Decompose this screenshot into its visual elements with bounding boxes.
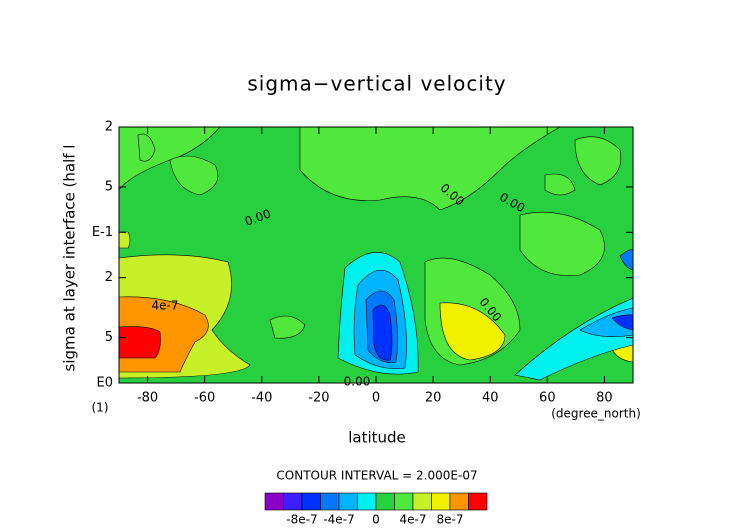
- contour-band: [619, 249, 633, 271]
- colorbar-box: [375, 492, 395, 511]
- contour-band: [137, 133, 156, 162]
- colorbar-box: [320, 492, 340, 511]
- colorbar-label: 4e-7: [400, 513, 427, 527]
- colorbar-box: [412, 492, 432, 511]
- colorbar-box: [394, 492, 414, 511]
- x-tick-label: 80: [596, 391, 613, 406]
- y-tick-label: 5: [105, 330, 113, 345]
- x-tick-label: -80: [137, 391, 158, 406]
- colorbar-box: [283, 492, 303, 511]
- y-tick-label: 5: [105, 179, 113, 194]
- contour-band: [439, 302, 506, 361]
- colorbar-label: -4e-7: [323, 513, 354, 527]
- x-tick-label: 40: [482, 391, 499, 406]
- y-unit: (1): [92, 401, 109, 415]
- x-tick-label: 0: [372, 391, 380, 406]
- colorbar-box: [449, 492, 469, 511]
- colorbar-box: [357, 492, 377, 511]
- colorbar-label: 8e-7: [437, 513, 464, 527]
- contour-band: [519, 211, 605, 276]
- x-axis-label: latitude: [348, 429, 406, 447]
- contour-band: [611, 314, 633, 331]
- contour-band: [299, 127, 561, 211]
- y-tick-label: E0: [97, 376, 114, 391]
- colorbar-box: [431, 492, 451, 511]
- y-axis-label: sigma at layer interface (half l: [61, 145, 79, 372]
- x-tick-label: -60: [194, 391, 215, 406]
- colorbar-label: -8e-7: [286, 513, 317, 527]
- x-tick-label: -40: [251, 391, 272, 406]
- contour-band: [119, 326, 161, 359]
- colorbar-box: [338, 492, 358, 511]
- contour-band: [169, 155, 219, 196]
- x-tick-label: -20: [308, 391, 329, 406]
- contour-band: [372, 304, 393, 361]
- colorbar-box: [264, 492, 284, 511]
- contour-label: 4e-7: [152, 299, 179, 313]
- chart-title: sigma−vertical velocity: [247, 72, 506, 96]
- x-unit: (degree_north): [551, 407, 641, 421]
- y-tick-label: E-1: [92, 225, 113, 240]
- colorbar-box: [301, 492, 321, 511]
- x-tick-label: 60: [539, 391, 556, 406]
- plot-area: [119, 127, 633, 383]
- contour-band: [544, 173, 576, 196]
- x-tick-label: 20: [425, 391, 442, 406]
- contour-band: [579, 307, 633, 337]
- contour-interval: CONTOUR INTERVAL = 2.000E-07: [276, 469, 477, 483]
- y-tick-label: 2: [105, 270, 113, 285]
- colorbar-label: 0: [372, 513, 380, 527]
- y-tick-label: 2: [105, 120, 113, 135]
- colorbar-box: [468, 492, 488, 511]
- contour-band: [269, 315, 306, 339]
- contour-band: [574, 136, 622, 186]
- contour-label: 0.00: [344, 375, 371, 389]
- contour-band: [119, 231, 131, 249]
